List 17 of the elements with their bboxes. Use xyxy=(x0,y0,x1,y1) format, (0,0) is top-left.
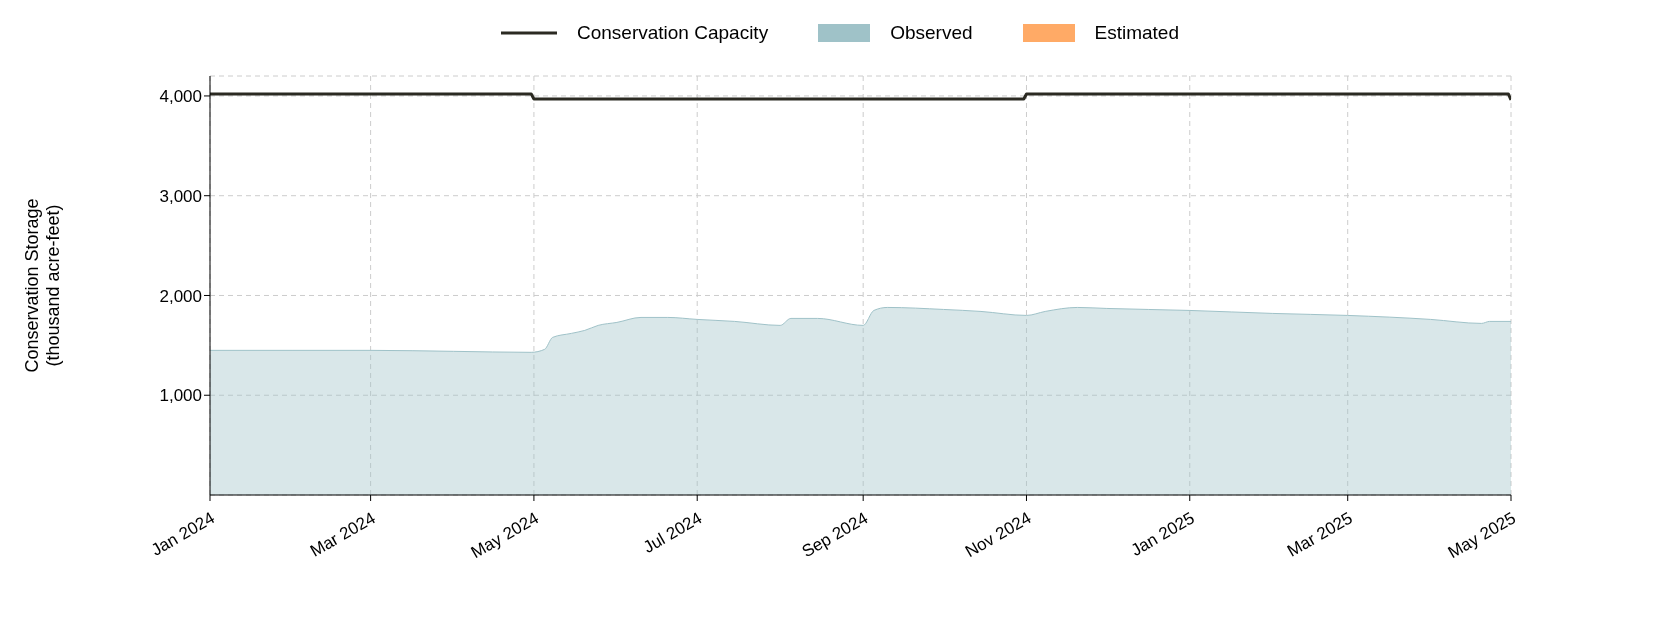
x-tick-label: May 2024 xyxy=(467,508,542,563)
legend-label: Conservation Capacity xyxy=(576,22,769,44)
x-tick-label: Jan 2024 xyxy=(147,508,218,560)
legend-label: Estimated xyxy=(1094,22,1179,44)
y-tick-label: 2,000 xyxy=(159,286,202,306)
x-tick-label: Jan 2025 xyxy=(1127,508,1198,560)
x-tick-label: Jul 2024 xyxy=(640,508,706,557)
x-tick-label: Mar 2025 xyxy=(1284,508,1356,561)
y-tick-label: 4,000 xyxy=(159,86,202,106)
y-axis-title: Conservation Storage (thousand acre-feet) xyxy=(22,198,63,373)
x-tick-label: Mar 2024 xyxy=(306,508,379,561)
y-tick-label: 1,000 xyxy=(159,386,202,406)
x-tick-label: Sep 2024 xyxy=(798,508,872,562)
x-tick-label: Nov 2024 xyxy=(961,508,1035,562)
y-tick-label: 3,000 xyxy=(159,186,202,206)
legend-label: Observed xyxy=(890,22,973,44)
x-tick-label: May 2025 xyxy=(1444,508,1519,563)
